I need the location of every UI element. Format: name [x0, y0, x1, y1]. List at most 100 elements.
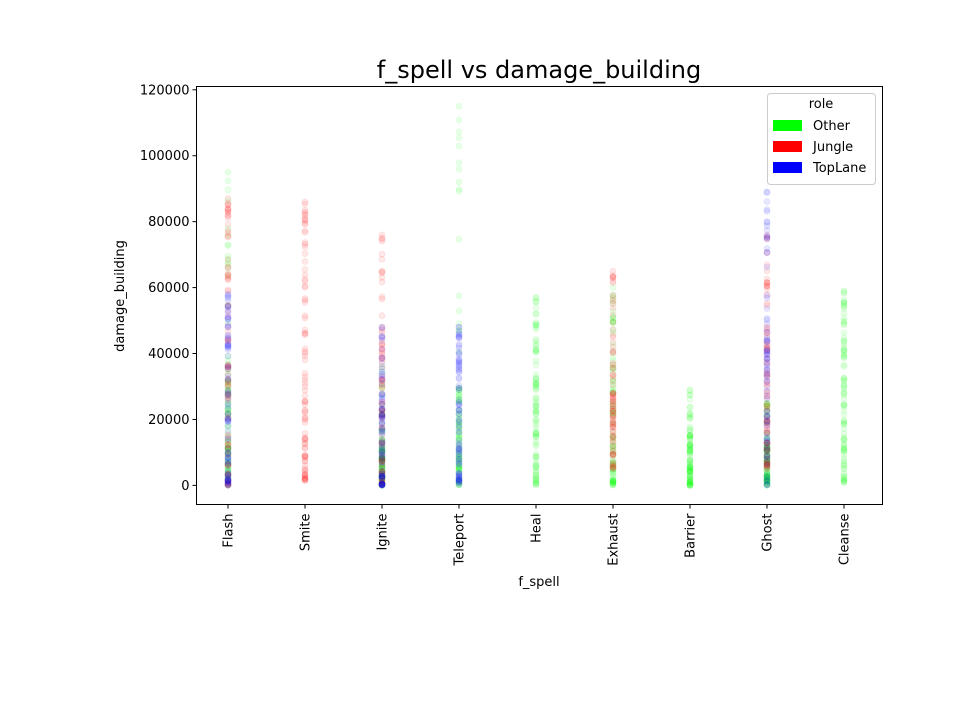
data-point-jungle	[609, 447, 617, 455]
data-point-jungle	[224, 376, 232, 384]
y-tick-label: 80000	[148, 215, 189, 230]
data-point-jungle	[224, 276, 232, 284]
data-point-toplane	[378, 480, 386, 488]
x-tick-label: Smite	[299, 514, 314, 552]
data-point-jungle	[763, 460, 771, 468]
data-point-jungle	[609, 407, 617, 415]
data-point-toplane	[455, 472, 463, 480]
data-point-other	[686, 440, 694, 448]
data-point-other	[224, 389, 232, 397]
data-point-other	[840, 418, 848, 425]
data-point-toplane	[224, 290, 232, 298]
data-point-other	[532, 408, 540, 416]
data-point-toplane	[378, 411, 386, 419]
data-point-toplane	[378, 450, 386, 458]
y-tick-label: 0	[181, 479, 189, 494]
data-point-other	[763, 400, 771, 408]
data-point-other	[455, 464, 463, 472]
data-point-toplane	[763, 236, 771, 243]
data-point-other	[455, 419, 463, 427]
data-point-toplane	[763, 470, 771, 478]
data-point-other	[378, 465, 386, 473]
data-point-other	[609, 300, 617, 308]
data-point-other	[609, 314, 617, 322]
data-point-toplane	[224, 332, 232, 340]
data-point-other	[763, 479, 771, 487]
data-point-jungle	[224, 287, 232, 295]
data-point-toplane	[224, 473, 232, 480]
data-point-other	[763, 444, 771, 452]
data-point-jungle	[301, 200, 309, 208]
data-point-jungle	[378, 480, 386, 488]
data-point-other	[686, 444, 694, 451]
data-point-other	[224, 416, 232, 423]
data-point-other	[532, 425, 540, 433]
data-point-other	[455, 128, 463, 136]
data-point-toplane	[378, 481, 386, 488]
data-point-other	[686, 474, 694, 481]
data-point-other	[378, 435, 386, 443]
data-point-other	[609, 479, 617, 487]
data-point-other	[763, 418, 771, 426]
data-point-other	[840, 383, 848, 391]
data-point-other	[763, 473, 771, 481]
data-point-other	[609, 292, 617, 299]
data-point-other	[378, 468, 386, 476]
data-point-toplane	[763, 292, 771, 299]
data-point-toplane	[455, 441, 463, 449]
data-point-other	[609, 479, 617, 487]
data-point-toplane	[763, 452, 771, 460]
data-point-other	[455, 418, 463, 425]
data-point-other	[763, 474, 771, 482]
data-point-other	[840, 374, 848, 382]
data-point-jungle	[378, 390, 386, 397]
data-point-jungle	[763, 279, 771, 287]
x-axis-label: f_spell	[518, 575, 559, 590]
data-point-jungle	[301, 467, 309, 475]
data-point-other	[609, 443, 617, 451]
data-point-toplane	[455, 470, 463, 477]
data-point-toplane	[224, 341, 232, 348]
data-point-jungle	[301, 436, 309, 444]
data-point-other	[378, 462, 386, 470]
data-point-other	[532, 319, 540, 326]
data-point-other	[840, 374, 848, 382]
x-tick-label: Teleport	[453, 514, 468, 567]
data-point-jungle	[301, 240, 309, 248]
data-point-other	[532, 416, 540, 424]
data-point-jungle	[763, 332, 771, 340]
data-point-jungle	[763, 452, 771, 460]
data-point-toplane	[455, 455, 463, 463]
data-point-jungle	[224, 413, 232, 421]
data-point-other	[763, 445, 771, 453]
data-point-other	[224, 460, 232, 468]
data-point-toplane	[455, 357, 463, 365]
data-point-toplane	[763, 234, 771, 242]
data-point-other	[224, 376, 232, 384]
data-point-toplane	[763, 366, 771, 373]
data-point-other	[840, 448, 848, 455]
data-point-other	[378, 407, 386, 415]
data-point-other	[378, 480, 386, 488]
data-point-other	[224, 471, 232, 479]
data-point-other	[224, 387, 232, 394]
data-point-jungle	[301, 210, 309, 218]
data-point-other	[455, 416, 463, 424]
data-point-other	[378, 447, 386, 455]
data-point-jungle	[609, 405, 617, 413]
data-point-toplane	[224, 416, 232, 424]
data-point-jungle	[224, 336, 232, 344]
data-point-toplane	[224, 341, 232, 349]
data-point-toplane	[763, 351, 771, 359]
data-point-other	[224, 186, 232, 194]
data-point-toplane	[763, 358, 771, 366]
data-point-other	[378, 455, 386, 463]
data-point-jungle	[609, 419, 617, 427]
data-point-jungle	[378, 341, 386, 349]
data-point-toplane	[763, 320, 771, 328]
data-point-toplane	[763, 417, 771, 425]
data-point-jungle	[763, 350, 771, 358]
data-point-other	[378, 479, 386, 487]
data-point-other	[609, 476, 617, 484]
y-tick-label: 60000	[148, 281, 189, 296]
